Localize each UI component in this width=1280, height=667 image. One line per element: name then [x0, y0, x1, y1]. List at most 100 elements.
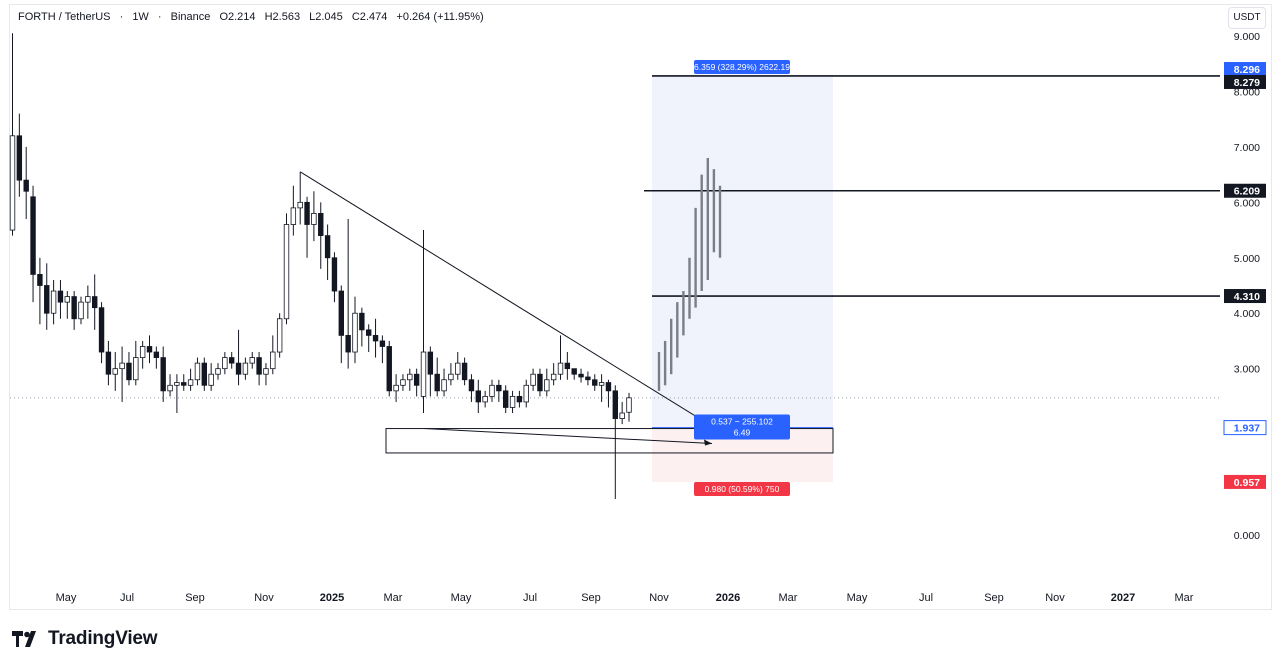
candle-body — [359, 312, 365, 331]
candle-body — [146, 346, 153, 353]
candle-body — [544, 379, 550, 392]
candle-body — [160, 357, 166, 392]
entry-label-bg — [694, 414, 790, 440]
candle-body — [270, 351, 276, 370]
tradingview-logo[interactable]: TradingView — [12, 628, 158, 650]
candle-body — [112, 368, 118, 375]
candle-body — [30, 196, 36, 275]
legend-interval[interactable]: 1W — [132, 11, 149, 23]
candle-body — [16, 135, 23, 181]
candle-body — [619, 412, 625, 419]
candle-body — [78, 301, 84, 320]
y-tick-label: 9.000 — [1234, 31, 1260, 43]
candle-body — [324, 235, 331, 259]
candle-body — [557, 362, 564, 375]
x-tick-label: 2026 — [716, 592, 740, 604]
y-tick-label: 0.000 — [1234, 530, 1260, 542]
projection-arrow-line — [423, 428, 713, 445]
tradingview-logo-text: TradingView — [48, 628, 158, 649]
candle-body — [455, 362, 461, 375]
candle-body — [427, 351, 434, 375]
candle-body — [201, 362, 207, 386]
tradingview-logo-icon — [12, 631, 36, 647]
candle-body — [338, 290, 344, 336]
candle-body — [537, 373, 543, 392]
candle-body — [126, 362, 132, 381]
candle-body — [242, 362, 249, 375]
legend-separator: · — [119, 11, 124, 23]
y-tick-label: 8.000 — [1234, 86, 1260, 98]
candle-body — [318, 213, 324, 237]
candle-body — [50, 290, 57, 314]
x-tick-label: Mar — [779, 592, 798, 604]
candle-body — [502, 390, 509, 408]
price-badge-label: 8.279 — [1234, 77, 1260, 89]
projection-arrow-head — [704, 439, 712, 446]
price-badge — [1224, 474, 1266, 489]
candle-body — [228, 357, 235, 364]
target-zone — [652, 75, 833, 428]
candle-body — [434, 373, 440, 392]
candle-body — [605, 382, 612, 392]
x-tick-label: May — [451, 592, 472, 604]
legend-exchange: Binance — [170, 11, 211, 23]
candle-body — [564, 362, 571, 370]
candle-body — [249, 357, 255, 364]
demand-zone-box — [385, 428, 834, 454]
currency-button[interactable]: USDT — [1228, 7, 1266, 29]
candle-body — [592, 379, 598, 386]
candle-body — [167, 384, 173, 392]
candle-body — [372, 334, 379, 342]
candle-body — [133, 357, 139, 381]
candle-body — [194, 362, 201, 381]
stop-label: 0.980 (50.59%) 750 — [705, 484, 780, 494]
candle-body — [119, 362, 125, 370]
candle-body — [468, 379, 475, 392]
descending-trendline — [299, 171, 705, 422]
candle-body — [352, 312, 358, 353]
price-badge-label: 1.937 — [1234, 423, 1260, 435]
candle-body — [290, 207, 297, 225]
candle-body — [448, 373, 454, 381]
x-tick-label: Sep — [185, 592, 205, 604]
price-badge — [1224, 183, 1266, 198]
candle-body — [550, 373, 557, 381]
candle-body — [516, 395, 523, 403]
price-badge-label: 8.296 — [1234, 64, 1260, 76]
candle-body — [304, 201, 310, 225]
candle-body — [482, 395, 488, 403]
candle-body — [64, 296, 70, 303]
candle-body — [598, 382, 605, 386]
x-tick-label: Jul — [120, 592, 134, 604]
legend-separator: · — [157, 11, 162, 23]
candle-body — [71, 296, 77, 320]
candle-body — [139, 346, 146, 358]
candle-body — [530, 373, 536, 386]
legend-high: H2.563 — [264, 11, 301, 23]
candle-body — [496, 384, 502, 392]
candle-body — [98, 307, 105, 353]
candle-body — [571, 368, 577, 375]
x-tick-label: Nov — [649, 592, 669, 604]
price-badge — [1224, 62, 1266, 77]
candle-body — [297, 201, 303, 209]
x-tick-label: Jul — [919, 592, 933, 604]
candle-body — [365, 329, 372, 336]
x-tick-label: Jul — [523, 592, 537, 604]
y-tick-label: 4.000 — [1234, 308, 1260, 320]
candle-body — [92, 296, 98, 309]
candle-body — [105, 351, 112, 375]
stop-label-bg — [694, 482, 790, 496]
symbol-legend: FORTH / TetherUS · 1W · Binance O2.214 H… — [18, 11, 490, 23]
candle-body — [585, 376, 591, 381]
candle-body — [393, 384, 399, 392]
y-tick-label: 5.000 — [1234, 253, 1260, 265]
candle-body — [311, 213, 317, 225]
legend-symbol[interactable]: FORTH / TetherUS — [18, 11, 111, 23]
x-tick-label: 2027 — [1111, 592, 1135, 604]
x-tick-label: Mar — [1175, 592, 1194, 604]
candle-body — [235, 362, 242, 375]
x-tick-label: Sep — [984, 592, 1004, 604]
candle-body — [44, 285, 50, 314]
